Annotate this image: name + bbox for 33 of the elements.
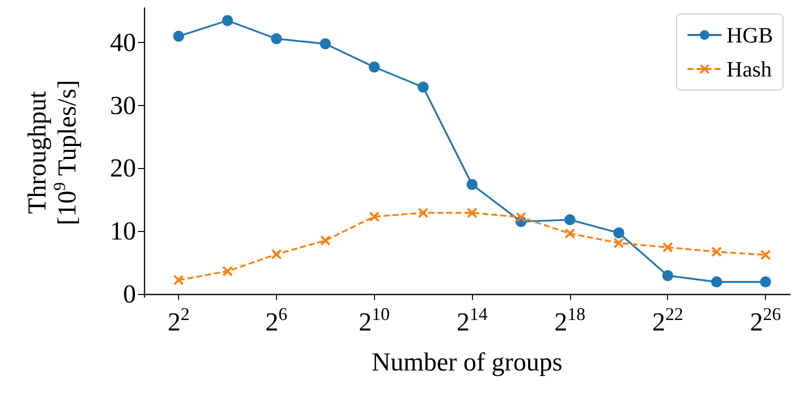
point [662,242,673,252]
point [368,62,380,73]
point [467,208,478,218]
y-tick-label: 40 [110,28,136,58]
point [614,238,624,248]
point [516,212,526,222]
point [564,228,575,239]
point [320,235,330,246]
y-tick-label: 10 [110,216,136,246]
point [222,15,234,26]
point [222,266,233,276]
point [174,275,184,286]
y-tick-label: 30 [110,90,136,120]
point [466,179,478,190]
point [613,227,624,238]
point [760,276,772,288]
legend-label: HGB [726,22,774,48]
point [662,270,674,282]
point [369,212,380,222]
y-tick-label: 0 [123,279,136,308]
point [712,246,722,257]
point [271,249,282,260]
point [418,82,429,93]
y-tick-label: 20 [110,154,136,183]
point [564,214,576,226]
point [760,250,771,260]
point [320,38,331,50]
point [711,276,722,288]
point [270,33,282,44]
legend-label: Hash [726,56,772,82]
point [418,208,428,218]
x-axis-title: Number of groups [372,348,562,376]
point [173,30,184,42]
